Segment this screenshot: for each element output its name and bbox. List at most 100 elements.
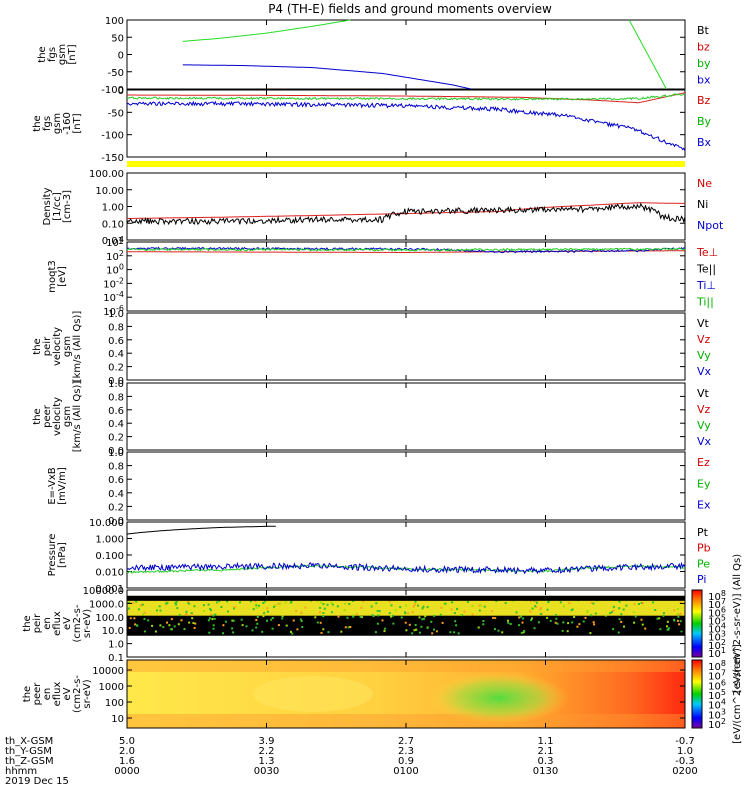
heatmap-cell [562, 621, 565, 624]
heatmap-cell [173, 625, 176, 628]
heatmap-cell [284, 601, 287, 604]
y-axis-label: [1/cc] [52, 192, 63, 221]
x-tick-label: 0000 [114, 766, 139, 777]
heatmap-cell [256, 616, 259, 618]
legend-Te⊥: Te⊥ [696, 246, 718, 259]
y-tick-label: 0 [118, 86, 124, 97]
x-tick-label: 0130 [533, 766, 558, 777]
heatmap-cell [495, 600, 498, 602]
heatmap-cell [417, 604, 419, 607]
heatmap-cell [531, 617, 533, 620]
heatmap-cell [431, 632, 434, 635]
heatmap-cell [323, 607, 326, 610]
heatmap-cell [620, 613, 623, 616]
heatmap-cell [622, 608, 625, 611]
y-tick-label: 0.8 [108, 322, 124, 333]
heatmap-cell [142, 613, 144, 616]
legend-Ni: Ni [697, 198, 708, 211]
heatmap-cell [642, 602, 644, 605]
x-tick-label: 0100 [393, 766, 418, 777]
heatmap-cell [300, 620, 303, 622]
heatmap-cell [679, 620, 682, 623]
heatmap-cell [193, 627, 196, 629]
heatmap-cell [623, 625, 625, 628]
heatmap-cell [459, 613, 462, 616]
heatmap-cell [151, 624, 154, 627]
heatmap-cell [415, 628, 418, 631]
heatmap-cell [263, 612, 266, 615]
heatmap-cell [277, 624, 280, 627]
heatmap-cell [644, 627, 647, 630]
heatmap-cell [604, 614, 607, 617]
heatmap-cell [322, 612, 325, 614]
heatmap-cell [232, 619, 235, 622]
y-tick-label: 0.0 [108, 446, 124, 457]
heatmap-cell [573, 616, 576, 618]
heatmap-cell [360, 616, 363, 619]
heatmap-cell [504, 602, 507, 605]
heatmap-cell [523, 630, 526, 632]
y-tick-label: 100 [105, 16, 124, 27]
series-line-Ne [127, 202, 686, 219]
heatmap-cell [322, 628, 325, 631]
heatmap-cell [479, 604, 482, 607]
heatmap-cell [227, 610, 229, 613]
heatmap-cell [424, 615, 427, 618]
y-tick-label: -50 [108, 68, 124, 79]
y-axis-label: en [42, 617, 53, 630]
heatmap-cell [319, 621, 322, 624]
heatmap-cell [263, 600, 266, 603]
heatmap-cell [327, 631, 330, 634]
heatmap-cell [295, 610, 298, 613]
series-line-Bx [126, 100, 686, 152]
heatmap-cell [652, 601, 655, 604]
heatmap-cell [677, 615, 680, 618]
heatmap-cell [261, 630, 264, 633]
panel-fgs_gsm_nT: 100 50 0 -50 -100 the fgs gsm [nT] Bt bz by bx [37, 16, 711, 96]
heatmap-cell [537, 621, 540, 624]
heatmap-cell [210, 613, 212, 616]
heatmap-cell [344, 602, 347, 605]
y-tick-label: -100 [101, 131, 124, 142]
y-tick-label: 100 [106, 263, 124, 277]
heatmap-cell [165, 602, 168, 605]
heatmap-cell [404, 621, 407, 624]
heatmap-cell [520, 615, 523, 618]
heatmap-cell [240, 618, 243, 621]
heatmap-cell [592, 602, 595, 605]
heatmap-cell [421, 618, 424, 621]
heatmap-cell [212, 614, 215, 617]
heatmap-cell [497, 629, 500, 632]
heatmap-cell [208, 631, 211, 634]
heatmap-cell [535, 606, 538, 608]
heatmap-cell [186, 600, 189, 603]
heatmap-cell [413, 629, 416, 632]
heatmap-cell [433, 628, 435, 631]
y-axis-label: sr-eV) [82, 679, 93, 708]
heatmap-cell [289, 601, 292, 604]
heatmap-cell [158, 605, 161, 608]
heatmap-cell [388, 612, 391, 615]
legend-Bx: Bx [697, 136, 712, 149]
heatmap-cell [679, 601, 682, 604]
panel-frame [126, 382, 686, 451]
heatmap-cell [482, 620, 485, 622]
y-axis-label: sr-eV) [82, 609, 93, 638]
heatmap-cell [271, 627, 274, 630]
heatmap-cell [299, 618, 302, 621]
y-axis-label: eflux [52, 682, 63, 707]
heatmap-cell [154, 630, 157, 633]
heatmap-cell [135, 600, 138, 603]
heatmap-cell [618, 618, 621, 621]
time-row-label: hhmm [5, 766, 37, 777]
legend-Bz: Bz [697, 94, 711, 107]
y-tick-label: 10.000 [89, 518, 124, 529]
y-tick-label: 1.0 [108, 448, 124, 459]
heatmap-cell [522, 617, 525, 620]
heatmap-cell [420, 625, 423, 628]
heatmap-cell [185, 613, 188, 616]
heatmap-cell [337, 615, 340, 618]
heatmap-cell [194, 622, 197, 625]
heatmap-cell [554, 621, 557, 624]
heatmap-cell [256, 622, 259, 625]
